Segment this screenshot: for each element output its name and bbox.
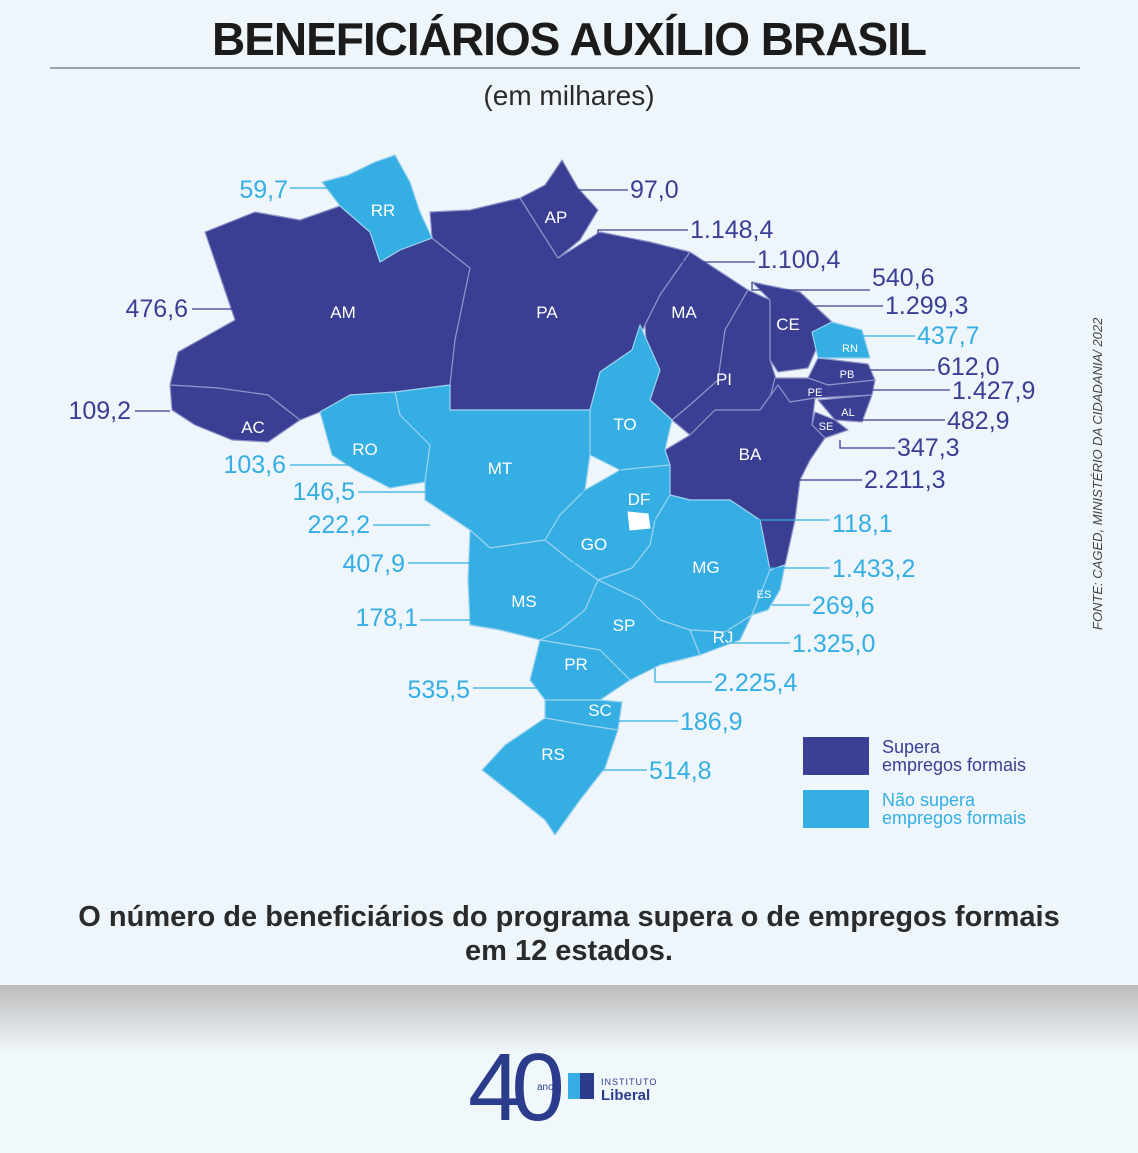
- abbr-mt: MT: [488, 459, 513, 478]
- state-ce: [751, 281, 833, 373]
- legend-label-nao-supera: Não supera empregos formais: [882, 790, 1027, 828]
- value-al: 482,9: [947, 407, 1010, 435]
- infographic-subtitle: (em milhares): [483, 80, 655, 111]
- state-df: [627, 511, 651, 531]
- leader-to: [358, 450, 621, 493]
- logo-number: 40: [468, 1038, 561, 1128]
- value-df: 118,1: [832, 510, 893, 538]
- value-am: 476,6: [125, 295, 188, 323]
- value-es: 269,6: [812, 592, 875, 620]
- legend-swatch-supera: [803, 737, 869, 775]
- value-sp: 2.225,4: [714, 669, 798, 697]
- value-mg: 1.433,2: [832, 555, 915, 583]
- value-pr: 535,5: [407, 676, 470, 704]
- abbr-rj: RJ: [713, 628, 734, 647]
- value-pi: 540,6: [872, 264, 935, 292]
- abbr-pe: PE: [808, 387, 823, 399]
- abbr-rs: RS: [541, 745, 565, 764]
- footnote: O número de beneficiários do programa su…: [78, 901, 1060, 967]
- value-ce: 1.299,3: [885, 292, 968, 320]
- state-rj: [689, 614, 753, 656]
- value-go: 407,9: [342, 550, 405, 578]
- abbr-ma: MA: [671, 303, 697, 322]
- logo-anos: anos: [537, 1082, 559, 1093]
- value-ac: 109,2: [68, 397, 131, 425]
- legend-swatch-nao-supera: [803, 790, 869, 828]
- abbr-ac: AC: [241, 418, 265, 437]
- value-ma: 1.100,4: [757, 246, 841, 274]
- abbr-ro: RO: [352, 440, 378, 459]
- card-shadow: [0, 985, 1138, 1055]
- legend-label-supera: Supera empregos formais: [882, 737, 1027, 775]
- abbr-am: AM: [330, 303, 356, 322]
- abbr-mg: MG: [692, 558, 719, 577]
- abbr-sc: SC: [588, 701, 612, 720]
- state-rn: [811, 321, 871, 359]
- value-se: 347,3: [897, 434, 960, 462]
- logo-org-line2: Liberal: [601, 1087, 650, 1104]
- state-es: [751, 564, 786, 616]
- leader-pi: [751, 282, 870, 291]
- abbr-to: TO: [613, 415, 636, 434]
- state-to: [589, 324, 673, 471]
- abbr-ap: AP: [545, 208, 568, 227]
- abbr-ce: CE: [776, 315, 800, 334]
- value-pa: 1.148,4: [690, 216, 774, 244]
- value-to: 146,5: [292, 478, 355, 506]
- abbr-pi: PI: [716, 370, 732, 389]
- state-rs: [481, 717, 619, 836]
- abbr-se: SE: [819, 421, 834, 433]
- leader-sp: [654, 668, 712, 683]
- instituto-liberal-logo: 40 anos INSTITUTO Liberal: [468, 1038, 657, 1128]
- leader-pa: [597, 229, 688, 240]
- source-note: FONTE: CAGED, MINISTÉRIO DA CIDADANIA/ 2…: [1090, 317, 1105, 630]
- value-rj: 1.325,0: [792, 630, 875, 658]
- abbr-al: AL: [841, 407, 854, 419]
- leader-se: [839, 440, 895, 449]
- value-rs: 514,8: [649, 757, 712, 785]
- abbr-rn: RN: [842, 343, 858, 355]
- value-sc: 186,9: [680, 708, 743, 736]
- abbr-ms: MS: [511, 592, 537, 611]
- title-divider: [50, 67, 1080, 69]
- abbr-pr: PR: [564, 655, 588, 674]
- value-rn: 437,7: [917, 322, 980, 350]
- value-ro: 103,6: [223, 451, 286, 479]
- abbr-sp: SP: [613, 616, 636, 635]
- abbr-go: GO: [581, 535, 607, 554]
- abbr-pb: PB: [840, 369, 855, 381]
- value-rr: 59,7: [239, 176, 288, 204]
- value-ba: 2.211,3: [864, 466, 946, 494]
- value-ap: 97,0: [630, 176, 679, 204]
- value-ms: 178,1: [355, 604, 418, 632]
- abbr-rr: RR: [371, 201, 396, 220]
- abbr-df: DF: [628, 490, 651, 509]
- state-rr: [321, 154, 433, 263]
- abbr-es: ES: [757, 589, 772, 601]
- value-pe: 1.427,9: [952, 377, 1035, 405]
- state-ac: [169, 384, 301, 443]
- state-al: [817, 394, 873, 423]
- value-pb: 612,0: [937, 353, 1000, 381]
- infographic-title: BENEFICIÁRIOS AUXÍLIO BRASIL: [212, 13, 927, 65]
- brazil-map: RR AP AM PA MA CE PI AC TO RO BA MT DF G…: [68, 154, 1035, 836]
- value-mt: 222,2: [307, 511, 370, 539]
- abbr-pa: PA: [536, 303, 558, 322]
- state-sp: [539, 579, 701, 681]
- logo-org-line1: INSTITUTO: [601, 1077, 657, 1087]
- state-ap: [519, 159, 599, 259]
- abbr-ba: BA: [739, 445, 762, 464]
